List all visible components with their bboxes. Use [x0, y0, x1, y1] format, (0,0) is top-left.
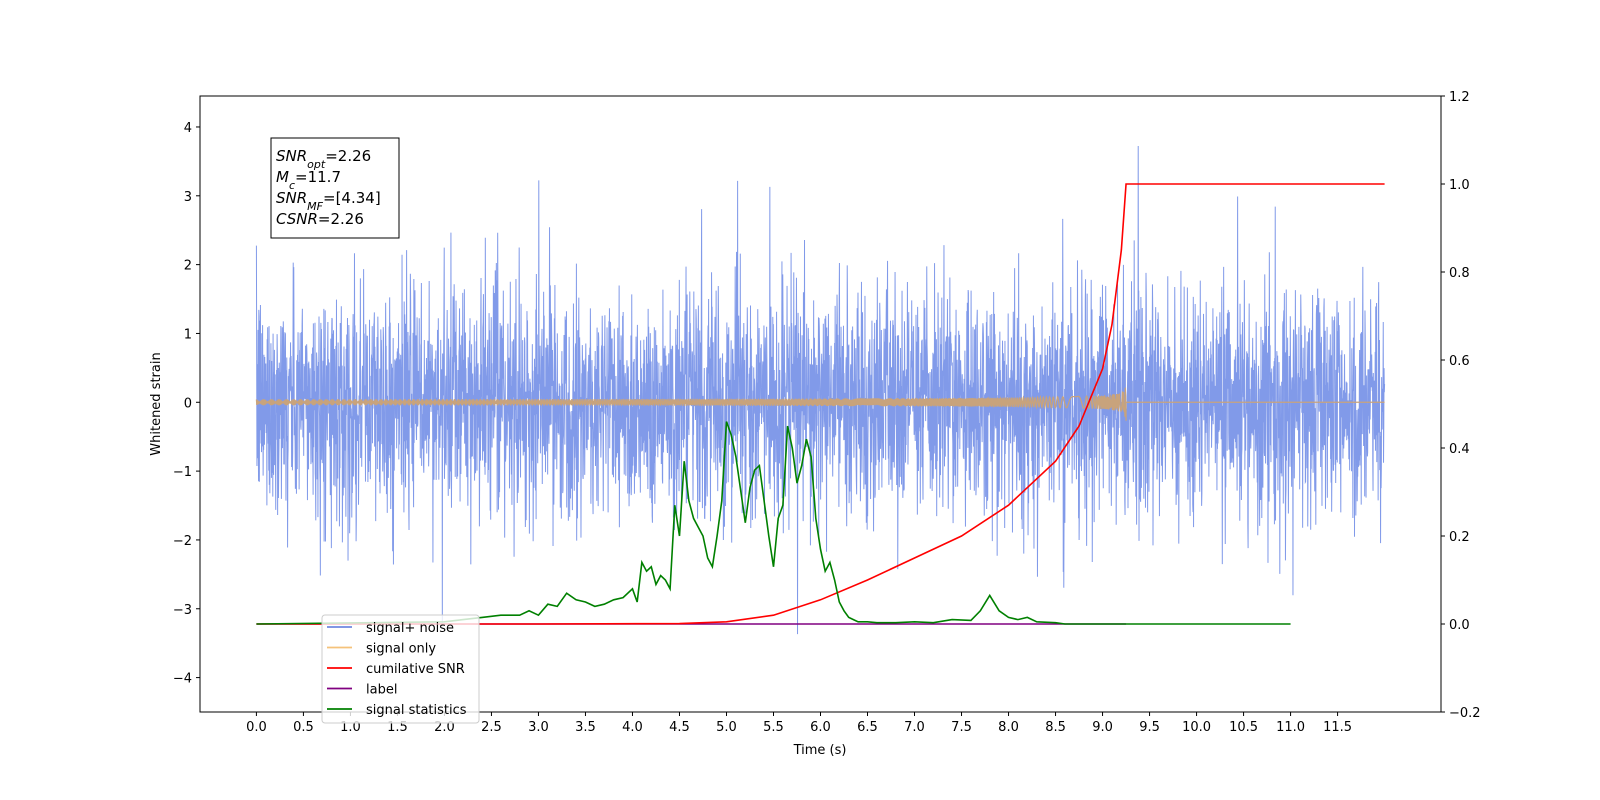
annotation-line: SNRopt=2.26 [276, 147, 371, 171]
legend-label: signal only [366, 642, 436, 657]
x-tick-label: 4.5 [669, 720, 690, 735]
x-tick-label: 2.0 [434, 720, 455, 735]
y-axis-label: Whitened strain [149, 352, 164, 455]
x-tick-label: 3.0 [528, 720, 549, 735]
x-tick-label: 10.5 [1229, 720, 1258, 735]
annotation-line: Mc=11.7 [276, 168, 341, 192]
y-tick-label: 3 [184, 190, 192, 205]
y-tick-label: −4 [173, 672, 192, 687]
x-tick-label: 1.5 [387, 720, 408, 735]
y-tick-label: 0 [184, 396, 192, 411]
x-tick-label: 0.5 [293, 720, 314, 735]
legend-label: signal statistics [366, 703, 467, 718]
y2-tick-label: 1.2 [1449, 90, 1470, 105]
y-tick-label: 2 [184, 259, 192, 274]
annotation-box [270, 137, 400, 239]
x-tick-label: 5.0 [716, 720, 737, 735]
x-tick-label: 7.5 [951, 720, 972, 735]
y2-tick-label: 0.0 [1449, 618, 1470, 633]
y-tick-label: −1 [173, 465, 192, 480]
y2-tick-label: 0.2 [1449, 530, 1470, 545]
x-tick-label: 11.5 [1323, 720, 1352, 735]
x-tick-label: 8.0 [998, 720, 1019, 735]
y2-tick-label: 0.8 [1449, 266, 1470, 281]
x-tick-label: 1.0 [340, 720, 361, 735]
legend-label: cumilative SNR [366, 662, 465, 677]
axes: 0.0 0.5 1.0 1.5 2.0 2.5 3.0 3.5 4.0 4.5 5.0 5.5 6.0 6… [173, 90, 1481, 735]
annotation-line: CSNR=2.26 [276, 210, 364, 228]
series-cumulative-snr-line [256, 183, 1385, 625]
x-tick-label: 0.0 [246, 720, 267, 735]
x-tick-label: 4.0 [622, 720, 643, 735]
x-tick-label: 7.0 [904, 720, 925, 735]
x-tick-label: 6.0 [810, 720, 831, 735]
legend-label: label [366, 683, 397, 698]
annotation-line: SNRMF=[4.34] [276, 189, 381, 213]
y-tick-label: −2 [173, 534, 192, 549]
y2-tick-label: 0.4 [1449, 442, 1470, 457]
y-tick-label: −3 [173, 603, 192, 618]
x-tick-label: 11.0 [1276, 720, 1305, 735]
x-tick-label: 6.5 [857, 720, 878, 735]
x-tick-label: 10.0 [1182, 720, 1211, 735]
y-tick-label: 1 [184, 327, 192, 342]
y2-tick-label: 1.0 [1449, 178, 1470, 193]
y2-tick-label: 0.6 [1449, 354, 1470, 369]
x-tick-label: 9.0 [1092, 720, 1113, 735]
x-tick-label: 2.5 [481, 720, 502, 735]
x-tick-label: 8.5 [1045, 720, 1066, 735]
series-signal-statistics-line [256, 421, 1291, 625]
legend-box [321, 614, 480, 724]
legend-label: signal+ noise [366, 621, 454, 636]
series-signal-noise-line [255, 146, 1386, 635]
series-signal-only-line [255, 387, 1385, 421]
y2-tick-label: −0.2 [1449, 706, 1481, 721]
y-tick-label: 4 [184, 121, 192, 136]
x-tick-label: 3.5 [575, 720, 596, 735]
legend: signal+ noise signal only cumilative SNR la… [321, 614, 480, 724]
x-tick-label: 5.5 [763, 720, 784, 735]
x-axis-label: Time (s) [793, 743, 847, 758]
x-tick-label: 9.5 [1139, 720, 1160, 735]
